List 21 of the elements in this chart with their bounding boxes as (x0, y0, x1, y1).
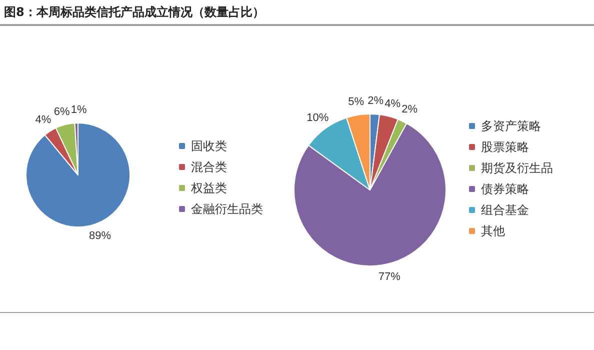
legend-label: 期货及衍生品 (481, 161, 553, 175)
data-label: 77% (378, 270, 401, 283)
data-label: 5% (348, 96, 364, 108)
legend-label: 混合类 (191, 160, 227, 174)
legend-label: 权益类 (190, 181, 227, 195)
legend-label: 债券策略 (481, 182, 529, 196)
legend-label: 组合基金 (481, 203, 529, 217)
data-label: 2% (402, 103, 418, 116)
data-label: 89% (89, 230, 112, 242)
data-label: 6% (54, 106, 70, 118)
legend-label: 股票策略 (481, 140, 529, 154)
legend-label: 固收类 (191, 139, 227, 153)
data-label: 4% (35, 114, 52, 126)
legend-label: 其他 (481, 224, 505, 238)
chart-title: 图8：本周标品类信托产品成立情况（数量占比） (4, 4, 264, 21)
data-label: 2% (368, 95, 384, 108)
data-label: 10% (306, 112, 329, 124)
legend-label: 多资产策略 (481, 119, 541, 133)
data-label: 1% (70, 104, 87, 116)
data-label: 4% (384, 98, 401, 110)
legend-label: 金融衍生品类 (191, 202, 263, 216)
